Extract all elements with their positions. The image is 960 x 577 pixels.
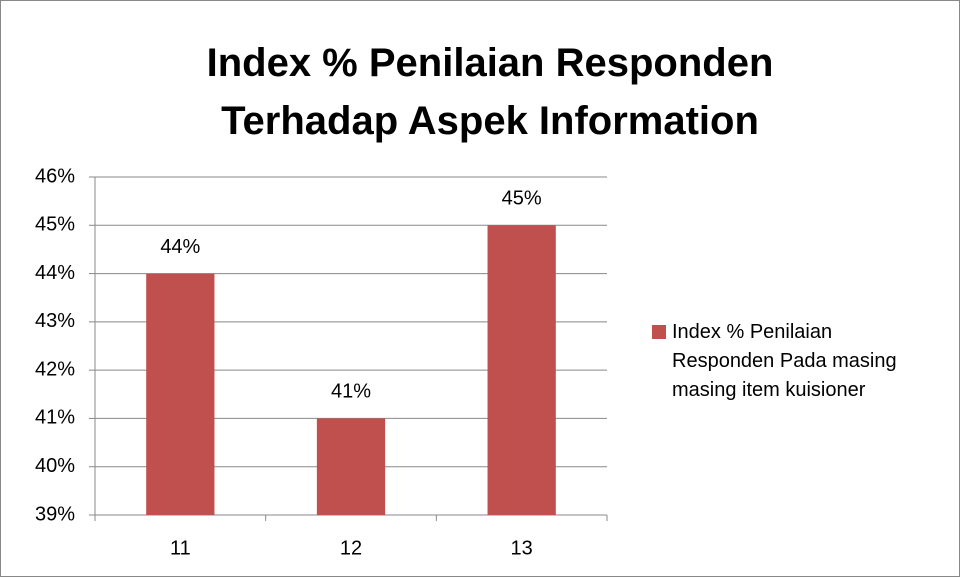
x-tick-label: 12 — [340, 537, 362, 559]
y-tick-label: 46% — [35, 165, 75, 187]
data-label: 44% — [160, 236, 200, 258]
y-tick-label: 43% — [35, 310, 75, 332]
data-label: 45% — [502, 188, 542, 210]
data-label: 41% — [331, 381, 371, 403]
bar — [316, 418, 386, 515]
y-tick-label: 42% — [35, 358, 75, 380]
legend-swatch — [652, 325, 666, 339]
y-tick-label: 41% — [35, 407, 75, 429]
y-tick-label: 40% — [35, 455, 75, 477]
y-tick-label: 44% — [35, 262, 75, 284]
y-tick-label: 45% — [35, 214, 75, 236]
legend: Index % Penilaian Responden Pada masing … — [652, 318, 912, 405]
bar — [146, 273, 215, 515]
bar — [487, 225, 556, 516]
chart-title: Index % Penilaian Responden Terhadap Asp… — [206, 41, 774, 143]
legend-label: Index % Penilaian Responden Pada masing … — [672, 321, 897, 401]
x-tick-label: 11 — [170, 537, 191, 559]
x-tick-label: 13 — [511, 537, 533, 559]
y-tick-label: 39% — [35, 503, 75, 525]
